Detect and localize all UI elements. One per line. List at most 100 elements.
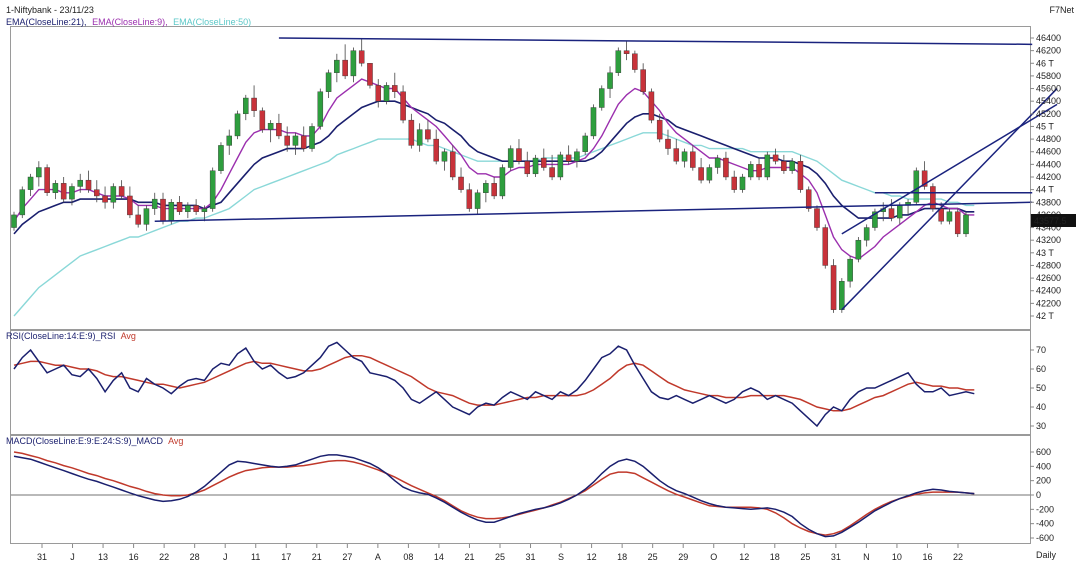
candle — [756, 158, 762, 181]
candle — [251, 85, 257, 117]
price-tick-label: 46 T — [1036, 58, 1054, 68]
candle — [176, 195, 183, 215]
price-tick-label: 45400 — [1036, 96, 1061, 106]
rsi-tick-label: 50 — [1036, 383, 1046, 393]
candle-body — [524, 161, 531, 175]
candle-body — [52, 183, 59, 193]
candle — [781, 154, 787, 174]
candle — [243, 94, 249, 121]
candle — [863, 224, 870, 247]
candle-body — [367, 63, 373, 86]
candle — [524, 151, 531, 177]
candle-body — [276, 123, 282, 137]
candle-body — [69, 186, 75, 200]
candle-body — [201, 208, 208, 212]
price-tick-label: 42600 — [1036, 273, 1061, 283]
candle-body — [151, 198, 158, 209]
candle-body — [94, 189, 100, 197]
candle-body — [284, 135, 290, 146]
candle — [218, 142, 224, 174]
candle — [60, 177, 67, 203]
candle-body — [392, 85, 398, 92]
candle — [706, 164, 713, 184]
candle — [425, 120, 431, 143]
candle — [449, 145, 456, 181]
vendor-label: F7Net — [1049, 5, 1074, 15]
x-tick-label: 14 — [434, 552, 444, 562]
rsi-panel — [13, 341, 975, 428]
macd-panel-frame — [10, 435, 1031, 544]
rsi-tick-label: 70 — [1036, 345, 1046, 355]
candle-body — [499, 167, 506, 197]
price-tick-label: 42 T — [1036, 311, 1054, 321]
candle — [85, 170, 92, 193]
candle-body — [416, 129, 423, 146]
candle — [36, 161, 42, 187]
price-tick-label: 43400 — [1036, 223, 1061, 233]
candle — [317, 88, 324, 130]
candle — [913, 167, 920, 206]
trendline — [841, 88, 1058, 311]
candle — [491, 177, 497, 200]
candle-body — [805, 189, 812, 209]
x-tick-label: 12 — [587, 552, 597, 562]
price-panel-frame — [10, 26, 1031, 330]
rsi-tick-label: 60 — [1036, 364, 1046, 374]
candle — [416, 123, 423, 152]
candle-body — [334, 59, 340, 73]
candle-body — [656, 119, 663, 140]
candle — [582, 132, 588, 155]
price-tick-label: 44200 — [1036, 172, 1061, 182]
candle — [284, 126, 290, 152]
candle-body — [350, 50, 357, 77]
candle — [930, 183, 936, 212]
candle — [474, 189, 481, 215]
candle-body — [921, 170, 928, 187]
rsi-panel-frame — [10, 330, 1031, 435]
candle — [656, 113, 663, 143]
candle-body — [218, 145, 224, 171]
candle — [458, 167, 464, 193]
candle — [193, 199, 199, 215]
candle-body — [36, 167, 42, 178]
candle-body — [143, 208, 150, 225]
candle — [872, 208, 878, 231]
candle — [466, 183, 473, 212]
candle-body — [747, 164, 754, 178]
candle — [342, 44, 348, 80]
candle-body — [375, 85, 382, 102]
candle — [855, 237, 862, 263]
trendline — [841, 103, 1058, 235]
candle-body — [516, 148, 522, 162]
candle — [118, 180, 125, 200]
candle-body — [673, 148, 680, 162]
candle-body — [623, 50, 630, 54]
candle — [499, 164, 506, 200]
x-tick-label: 17 — [281, 552, 291, 562]
candle-body — [19, 189, 26, 216]
candle-body — [814, 208, 820, 228]
candle-body — [590, 107, 597, 137]
candle-body — [930, 186, 936, 209]
candle-body — [557, 154, 564, 178]
candle — [185, 202, 191, 219]
price-tick-label: 42800 — [1036, 260, 1061, 270]
candle — [127, 186, 133, 219]
x-tick-label: J — [223, 552, 228, 562]
candle-body — [135, 214, 141, 225]
candle-body — [888, 208, 895, 219]
candle-body — [466, 189, 473, 209]
candle-body — [607, 72, 613, 89]
candle — [598, 85, 605, 111]
candle-body — [541, 157, 547, 168]
candle-body — [706, 167, 713, 181]
candle-body — [839, 281, 845, 310]
candle — [516, 139, 522, 165]
candle — [52, 180, 59, 200]
x-tick-label: J — [70, 552, 75, 562]
last-price-tag — [1031, 214, 1076, 227]
candle-body — [226, 135, 233, 146]
candle — [673, 139, 680, 165]
candle — [714, 154, 721, 174]
